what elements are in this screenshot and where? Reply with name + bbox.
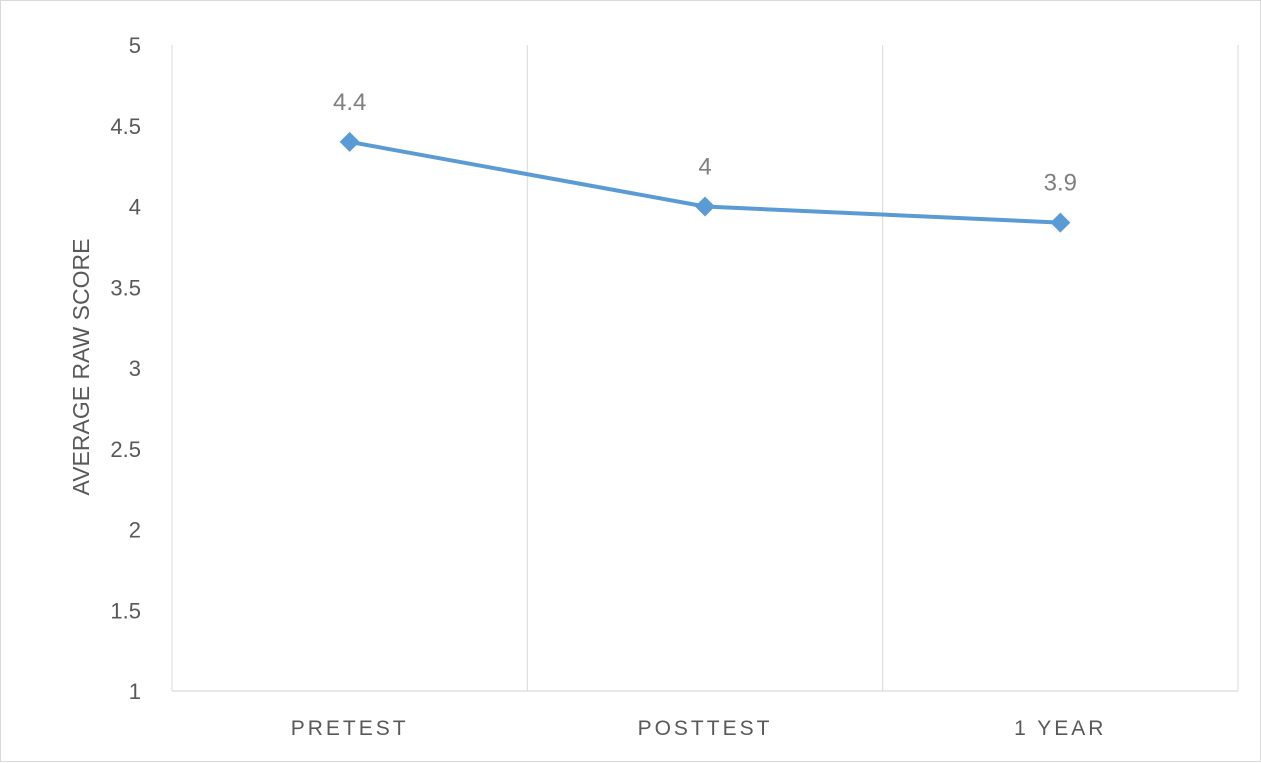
y-tick-label: 3.5 bbox=[110, 275, 141, 300]
x-axis-categories: PRETEST POSTTEST 1 YEAR bbox=[291, 717, 1106, 740]
y-tick-label: 5 bbox=[129, 33, 141, 58]
y-tick-label: 1.5 bbox=[110, 598, 141, 623]
y-tick-label: 4.5 bbox=[110, 114, 141, 139]
x-category-label: 1 YEAR bbox=[1014, 717, 1106, 740]
y-tick-label: 2.5 bbox=[110, 437, 141, 462]
data-label: 4 bbox=[698, 154, 711, 181]
data-point-marker bbox=[695, 196, 715, 217]
y-tick-label: 1 bbox=[129, 679, 141, 704]
data-labels: 4.4 4 3.9 bbox=[333, 89, 1077, 197]
y-tick-label: 4 bbox=[129, 195, 141, 220]
y-tick-label: 2 bbox=[129, 518, 141, 543]
grid-layer bbox=[171, 45, 1239, 692]
data-label: 4.4 bbox=[333, 89, 366, 116]
series-layer bbox=[339, 131, 1071, 233]
data-point-marker bbox=[1050, 212, 1071, 233]
data-point-marker bbox=[339, 131, 360, 152]
y-axis-title: AVERAGE RAW SCORE bbox=[68, 239, 94, 496]
y-tick-label: 3 bbox=[129, 356, 141, 381]
y-axis-ticks: 1 1.5 2 2.5 3 3.5 4 4.5 5 bbox=[110, 33, 141, 704]
data-label: 3.9 bbox=[1044, 170, 1077, 197]
x-category-label: POSTTEST bbox=[638, 717, 773, 740]
x-category-label: PRETEST bbox=[291, 717, 409, 740]
